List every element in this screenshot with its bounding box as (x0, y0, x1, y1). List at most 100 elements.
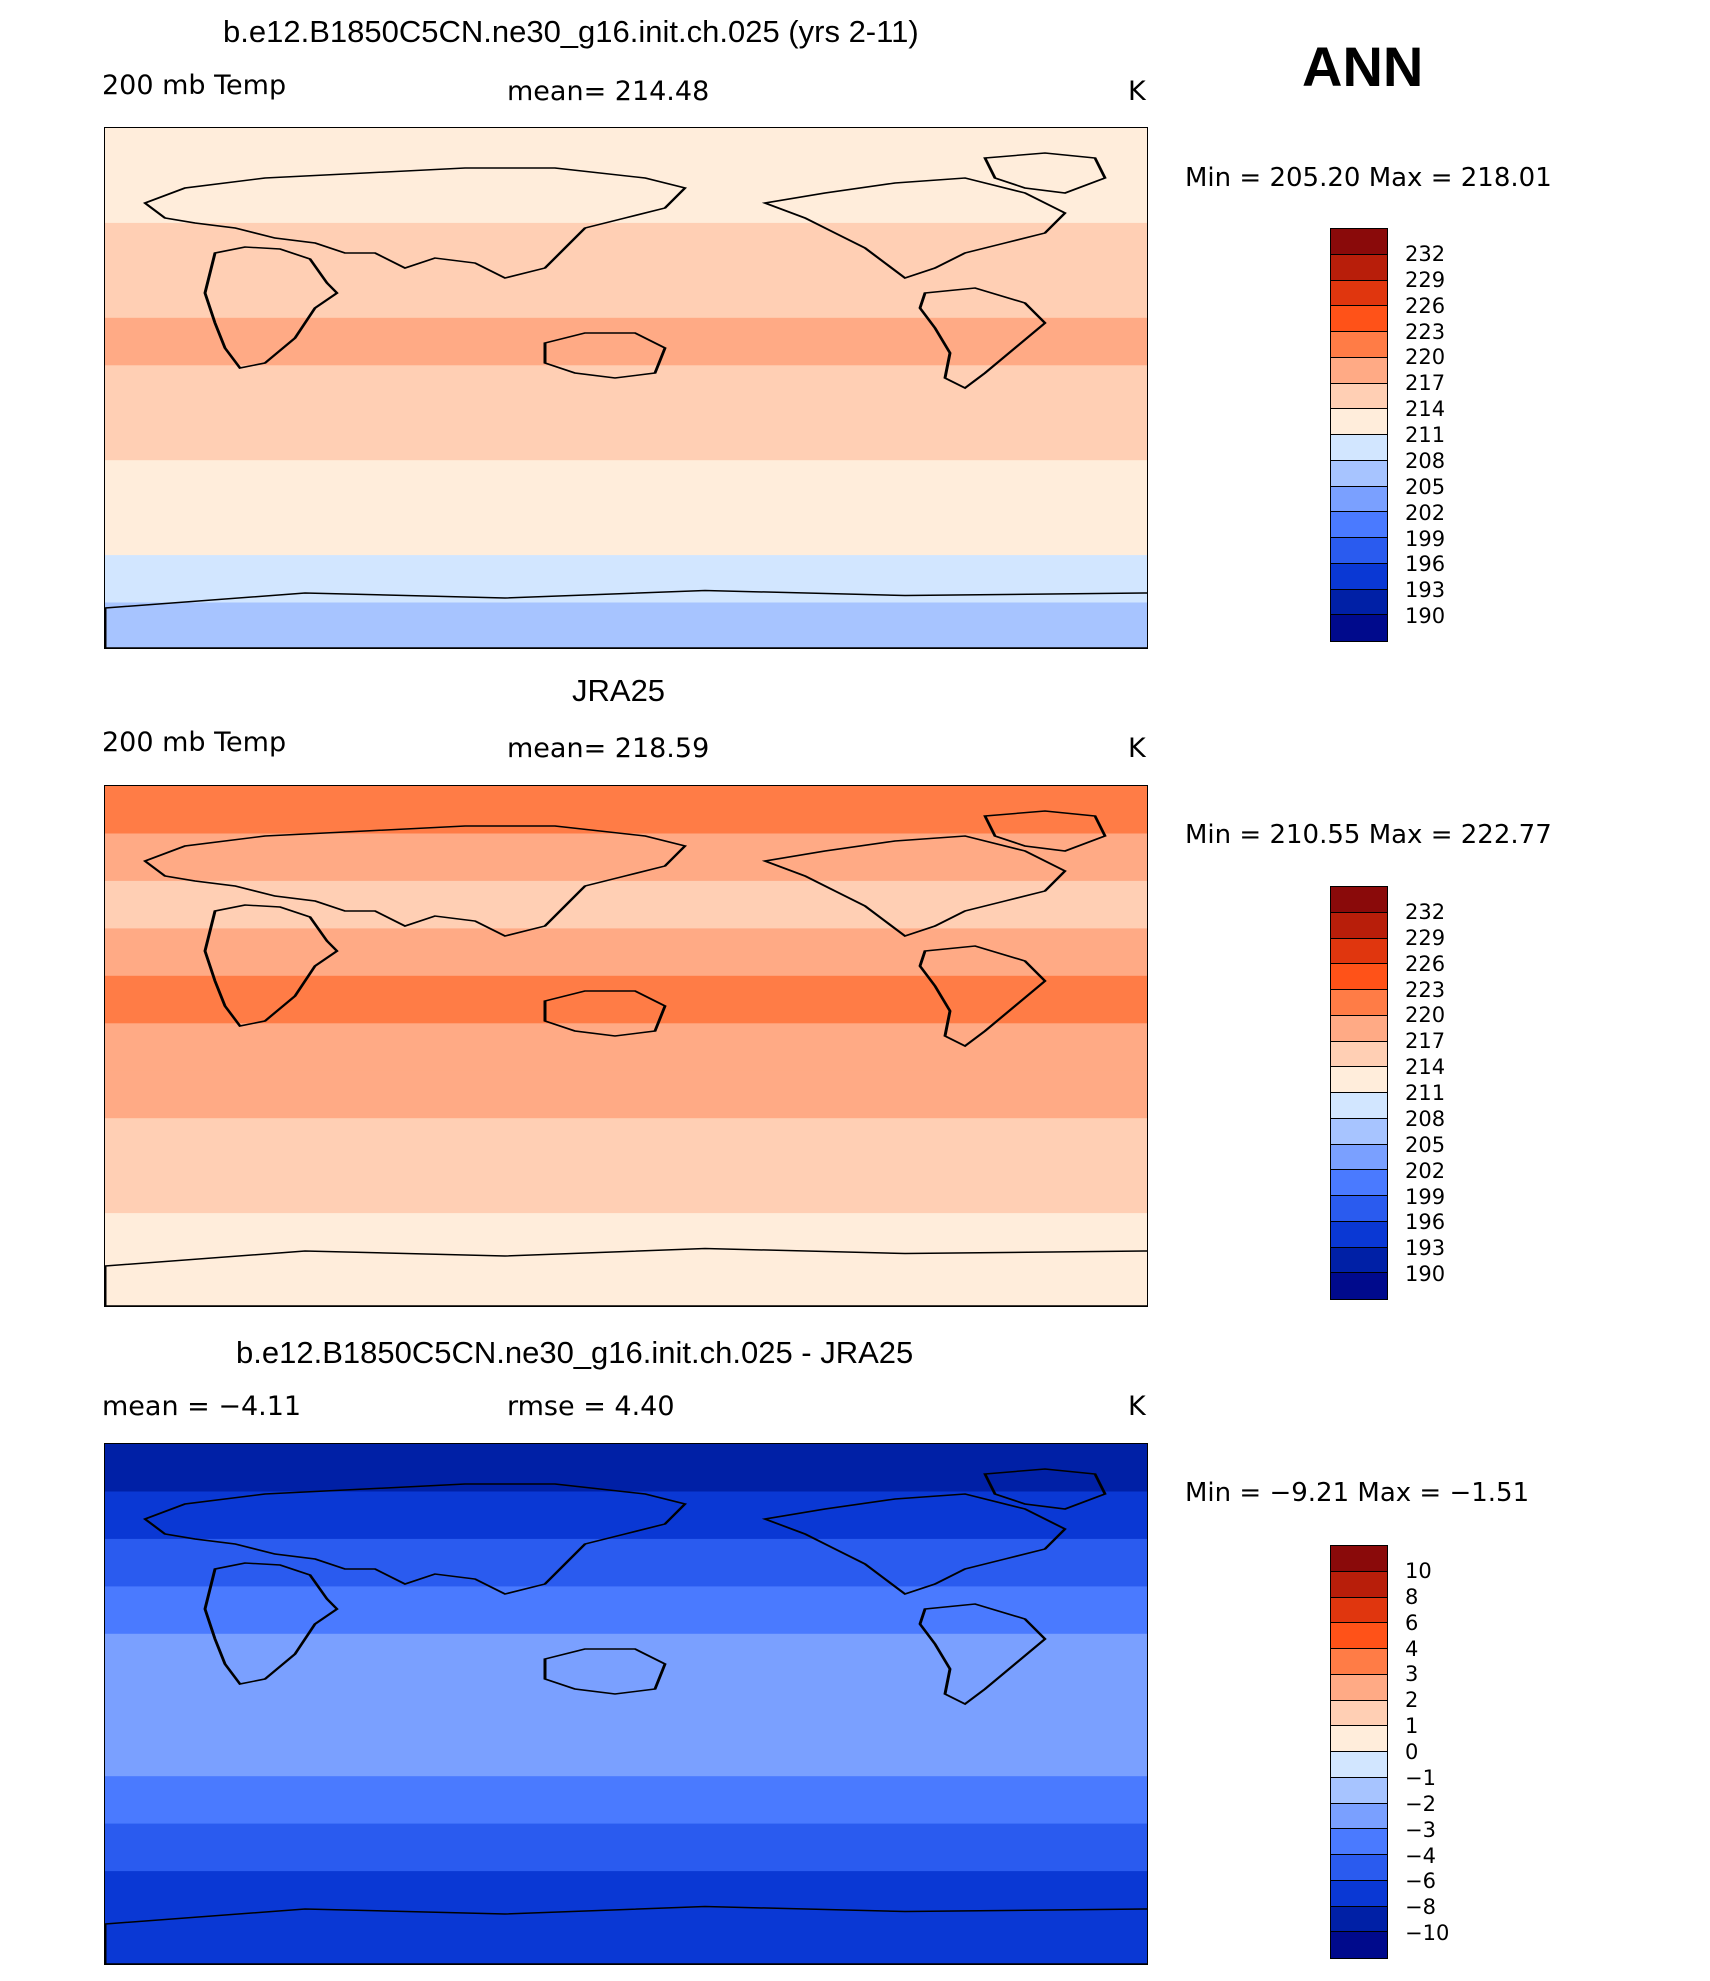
contour-band (105, 975, 1147, 1025)
panel3-rmse-label: rmse = 4.40 (507, 1391, 675, 1422)
colorbar-tick-label: 2 (1405, 1688, 1419, 1713)
colorbar-tick-label: 220 (1405, 345, 1446, 370)
colorbar-tick-label: −3 (1405, 1817, 1436, 1842)
colorbar-tick-label: 202 (1405, 1158, 1446, 1183)
contour-band (105, 1918, 1147, 1964)
colorbar-tick-label: −8 (1405, 1895, 1436, 1920)
map-svg (105, 1444, 1147, 1964)
coastline (761, 1493, 1067, 1596)
colorbar-tick-label: 214 (1405, 1055, 1446, 1080)
colorbar-tick-label: 4 (1405, 1636, 1419, 1661)
colorbar-tick-label: 226 (1405, 293, 1446, 318)
season-label: ANN (1302, 35, 1424, 98)
panel2-variable-label: 200 mb Temp (102, 727, 287, 758)
panel1-map (104, 127, 1148, 649)
colorbar-tick-label: 229 (1405, 925, 1446, 950)
colorbar-swatch (1331, 1015, 1387, 1042)
coastline (105, 589, 1147, 648)
coastline (203, 246, 339, 369)
contour-band (105, 128, 1147, 177)
contour-band (105, 1776, 1147, 1825)
contour-band (105, 317, 1147, 367)
colorbar-swatch (1331, 1726, 1387, 1752)
contour-band (105, 412, 1147, 462)
colorbar-tick-label: 223 (1405, 977, 1446, 1002)
panel2-colorbar (1330, 886, 1388, 1300)
coastline (543, 1648, 667, 1695)
coastline (203, 1562, 339, 1685)
panel2-map (104, 785, 1148, 1307)
colorbar-swatch (1331, 460, 1387, 487)
colorbar-swatch (1331, 1170, 1387, 1196)
colorbar-tick-label: −4 (1405, 1843, 1436, 1868)
coastlines (105, 152, 1147, 648)
colorbar-swatch (1331, 486, 1387, 513)
coastline (543, 990, 667, 1037)
panel3-mean-label: mean = −4.11 (102, 1391, 302, 1422)
colorbar-tick-label: 202 (1405, 500, 1446, 525)
contour-band (105, 1538, 1147, 1588)
colorbar-tick-label: 196 (1405, 1210, 1446, 1235)
colorbar-tick-label: 190 (1405, 604, 1446, 629)
colorbar-tick-label: 190 (1405, 1262, 1446, 1287)
colorbar-swatch (1331, 254, 1387, 281)
colorbar-tick-label: 193 (1405, 1236, 1446, 1261)
colorbar-swatch (1331, 383, 1387, 410)
contour-band (105, 175, 1147, 224)
colorbar-swatch (1331, 357, 1387, 384)
colorbar-tick-label: 199 (1405, 1184, 1446, 1209)
coastline (761, 177, 1067, 280)
colorbar-swatch (1331, 990, 1387, 1016)
colorbar-swatch (1331, 964, 1387, 990)
colorbar-tick-label: −1 (1405, 1765, 1436, 1790)
contour-band (105, 1165, 1147, 1215)
colorbar-swatch (1331, 1803, 1387, 1830)
colorbar-swatch (1331, 409, 1387, 435)
colorbar-swatch (1331, 1752, 1387, 1778)
colorbar-tick-label: 229 (1405, 267, 1446, 292)
colorbar-tick-label: 220 (1405, 1003, 1446, 1028)
contour-band (105, 1444, 1147, 1493)
colorbar-swatch (1331, 1093, 1387, 1119)
panel1-units-label: K (1128, 76, 1146, 107)
contour-band (105, 507, 1147, 557)
contour-band (105, 460, 1147, 509)
panel2-minmax: Min = 210.55 Max = 222.77 (1185, 820, 1552, 850)
colorbar-swatch (1331, 1067, 1387, 1093)
coastline (918, 945, 1047, 1048)
coastline (105, 1905, 1147, 1964)
colorbar-swatch (1331, 280, 1387, 307)
colorbar-swatch (1331, 1144, 1387, 1171)
coastline (983, 810, 1107, 852)
colorbar-swatch (1331, 229, 1387, 255)
coastlines (105, 810, 1147, 1306)
colorbar-swatch (1331, 306, 1387, 332)
contour-band (105, 1023, 1147, 1072)
colorbar-tick-label: 6 (1405, 1610, 1419, 1635)
colorbar-swatch (1331, 1674, 1387, 1701)
coastline (918, 287, 1047, 390)
colorbar-tick-label: 232 (1405, 241, 1446, 266)
colorbar-tick-label: 196 (1405, 552, 1446, 577)
colorbar-swatch (1331, 1777, 1387, 1804)
colorbar-swatch (1331, 887, 1387, 913)
contour-band (105, 602, 1147, 648)
colorbar-tick-label: −10 (1405, 1921, 1450, 1946)
panel3-minmax: Min = −9.21 Max = −1.51 (1185, 1478, 1530, 1508)
colorbar-swatch (1331, 435, 1387, 461)
colorbar-tick-label: 0 (1405, 1740, 1419, 1764)
panel3-units-label: K (1128, 1391, 1146, 1422)
coastline (761, 835, 1067, 938)
panel3-title: b.e12.B1850C5CN.ne30_g16.init.ch.025 - J… (236, 1335, 914, 1370)
colorbar-swatch (1331, 538, 1387, 564)
colorbar-swatch (1331, 615, 1387, 641)
colorbar-swatch (1331, 1932, 1387, 1958)
panel1-colorbar (1330, 228, 1388, 642)
colorbar-tick-label: 211 (1405, 1081, 1446, 1105)
map-svg (105, 786, 1147, 1306)
colorbar-swatch (1331, 1273, 1387, 1299)
panel1-minmax: Min = 205.20 Max = 218.01 (1185, 163, 1552, 193)
colorbar-tick-label: 214 (1405, 397, 1446, 422)
colorbar-swatch (1331, 1221, 1387, 1248)
colorbar-tick-label: 3 (1405, 1662, 1419, 1687)
